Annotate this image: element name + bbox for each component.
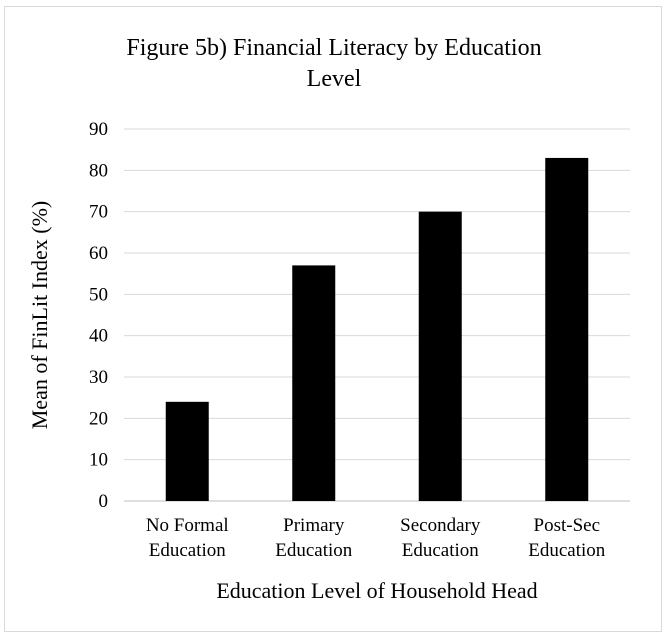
x-tick-label: No Formal [146, 515, 229, 536]
bar [165, 401, 209, 501]
x-tick-label: Education [402, 540, 480, 561]
x-tick-label: Secondary [400, 515, 481, 536]
x-axis-title: Education Level of Household Head [216, 578, 537, 603]
bar [292, 265, 336, 501]
x-tick-label: Education [275, 540, 353, 561]
y-tick-label: 20 [89, 408, 108, 429]
y-tick-label: 30 [89, 367, 108, 388]
x-tick-label: Education [149, 540, 227, 561]
y-tick-label: 0 [99, 491, 109, 512]
y-tick-label: 70 [89, 202, 108, 223]
bar [545, 157, 589, 501]
y-tick-label: 50 [89, 284, 108, 305]
y-tick-label: 40 [89, 326, 108, 347]
y-tick-label: 60 [89, 243, 108, 264]
x-tick-label: Post-Sec [534, 515, 601, 536]
y-tick-label: 90 [89, 119, 108, 140]
y-tick-label: 10 [89, 450, 108, 471]
x-tick-label: Primary [283, 515, 345, 536]
y-tick-label: 80 [89, 160, 108, 181]
y-axis-title: Mean of FinLit Index (%) [27, 201, 52, 430]
chart-title-line: Level [307, 66, 362, 92]
x-tick-label: Education [528, 540, 606, 561]
chart-title-line: Figure 5b) Financial Literacy by Educati… [126, 35, 541, 61]
bar [418, 211, 462, 501]
